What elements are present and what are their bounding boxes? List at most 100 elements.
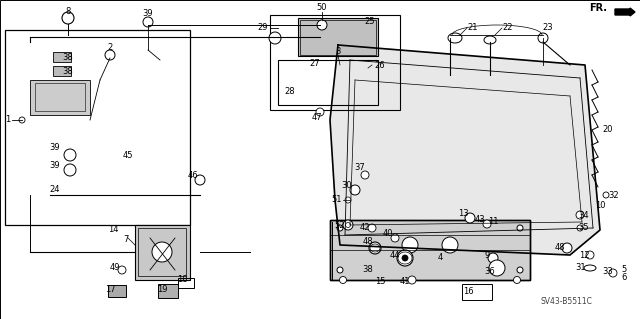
Circle shape [586,251,594,259]
Circle shape [488,253,498,263]
Circle shape [346,222,351,227]
Circle shape [337,267,343,273]
Bar [330,220,530,280]
Text: 38: 38 [363,265,373,275]
FancyArrow shape [615,8,635,16]
Circle shape [64,149,76,161]
Text: 41: 41 [400,278,410,286]
Bar [5,30,190,225]
Text: 23: 23 [543,24,554,33]
Circle shape [19,117,25,123]
Circle shape [576,211,584,219]
Text: 25: 25 [365,18,375,26]
Bar [35,83,85,111]
Circle shape [609,269,617,277]
Text: 28: 28 [285,87,295,97]
Text: 17: 17 [105,286,115,294]
Text: 47: 47 [312,114,323,122]
Text: 31: 31 [576,263,586,272]
Text: 29: 29 [258,24,268,33]
Text: FR.: FR. [589,3,607,13]
Circle shape [483,220,491,228]
Text: 6: 6 [621,273,627,283]
Text: 3: 3 [335,48,340,56]
Text: 7: 7 [124,235,129,244]
Text: 42: 42 [360,224,371,233]
Text: 48: 48 [363,238,373,247]
Bar [53,52,71,62]
Text: 1: 1 [5,115,11,124]
Circle shape [316,108,324,116]
Circle shape [350,185,360,195]
Bar [30,80,90,115]
Text: 40: 40 [383,228,393,238]
Circle shape [369,242,381,254]
Text: 2: 2 [108,43,113,53]
Circle shape [397,250,413,266]
Circle shape [339,277,346,284]
Text: 8: 8 [65,8,70,17]
Text: 49: 49 [109,263,120,272]
Text: 12: 12 [579,250,589,259]
Text: 48: 48 [555,243,565,253]
Circle shape [402,255,408,261]
Text: 43: 43 [475,216,485,225]
Circle shape [517,225,523,231]
Bar [462,284,492,300]
Bar [298,18,378,56]
Text: 51: 51 [332,196,342,204]
Bar [178,278,194,288]
Circle shape [62,12,74,24]
Text: 13: 13 [458,209,468,218]
Text: 39: 39 [143,10,154,19]
Bar [108,285,126,297]
Circle shape [368,224,376,232]
Text: 11: 11 [488,218,499,226]
Circle shape [442,237,458,253]
Text: 45: 45 [123,151,133,160]
Text: 46: 46 [188,170,198,180]
Bar [300,20,376,55]
Text: 16: 16 [463,287,474,296]
Bar [270,15,400,110]
Circle shape [465,213,475,223]
Text: 39: 39 [50,160,60,169]
Circle shape [152,242,172,262]
Text: 9: 9 [484,250,490,259]
Text: 52: 52 [335,220,345,229]
Text: 15: 15 [375,278,385,286]
Circle shape [562,243,572,253]
Circle shape [64,164,76,176]
Circle shape [577,225,583,231]
Text: 20: 20 [603,125,613,135]
Circle shape [402,237,418,253]
Text: 39: 39 [50,144,60,152]
Circle shape [408,276,416,284]
Polygon shape [330,45,600,255]
Text: 5: 5 [621,265,627,275]
Text: 44: 44 [390,250,400,259]
Text: 19: 19 [157,286,167,294]
Circle shape [143,17,153,27]
Text: 38: 38 [63,53,74,62]
Circle shape [105,50,115,60]
Text: 50: 50 [317,4,327,12]
Text: 32: 32 [609,190,620,199]
Circle shape [337,225,343,231]
Circle shape [513,277,520,284]
Circle shape [391,234,399,242]
Text: 18: 18 [177,276,188,285]
Text: 37: 37 [355,164,365,173]
Circle shape [118,266,126,274]
Text: 36: 36 [484,268,495,277]
Bar [278,60,378,105]
Bar [158,284,178,298]
Text: SV43-B5511C: SV43-B5511C [540,296,592,306]
Text: 30: 30 [342,181,352,189]
Bar [135,225,190,280]
Circle shape [489,260,505,276]
Text: 38: 38 [63,68,74,77]
Circle shape [195,175,205,185]
Text: 35: 35 [579,224,589,233]
Circle shape [343,220,353,230]
